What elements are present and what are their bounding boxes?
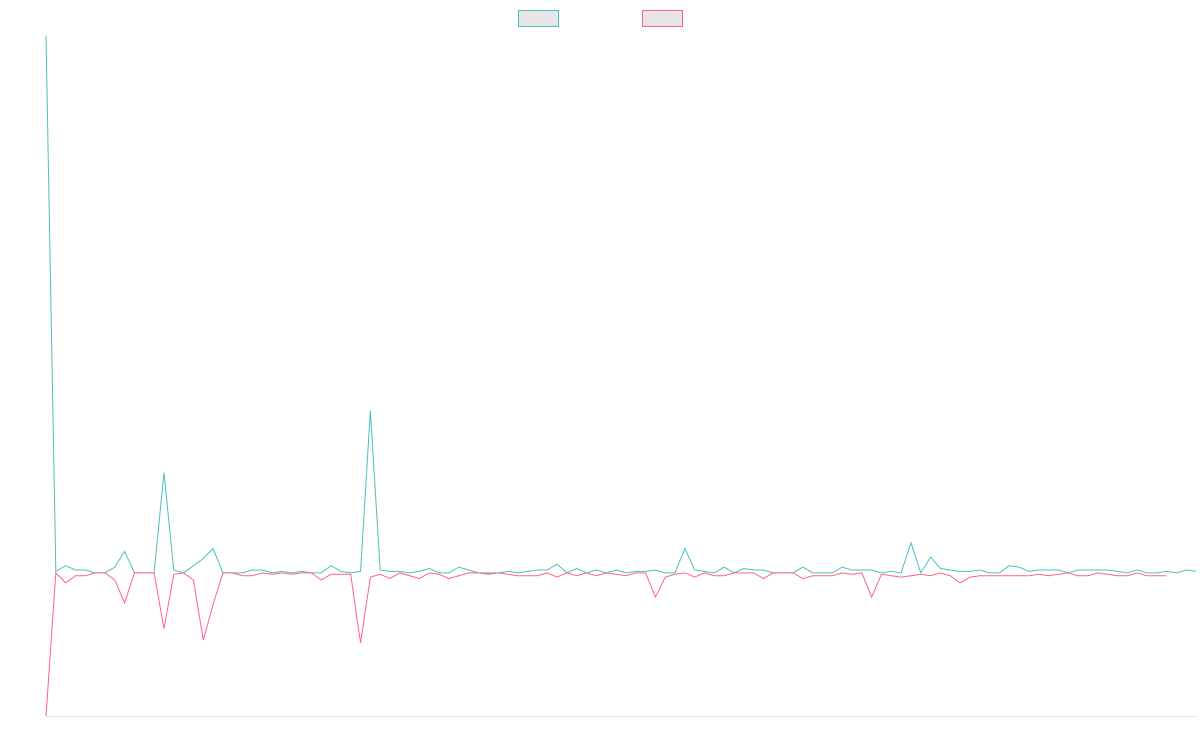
series-line-2	[45, 571, 1167, 717]
series-line-1	[45, 35, 1197, 575]
legend-swatch-1	[518, 10, 559, 27]
legend-swatch-2	[642, 10, 683, 27]
